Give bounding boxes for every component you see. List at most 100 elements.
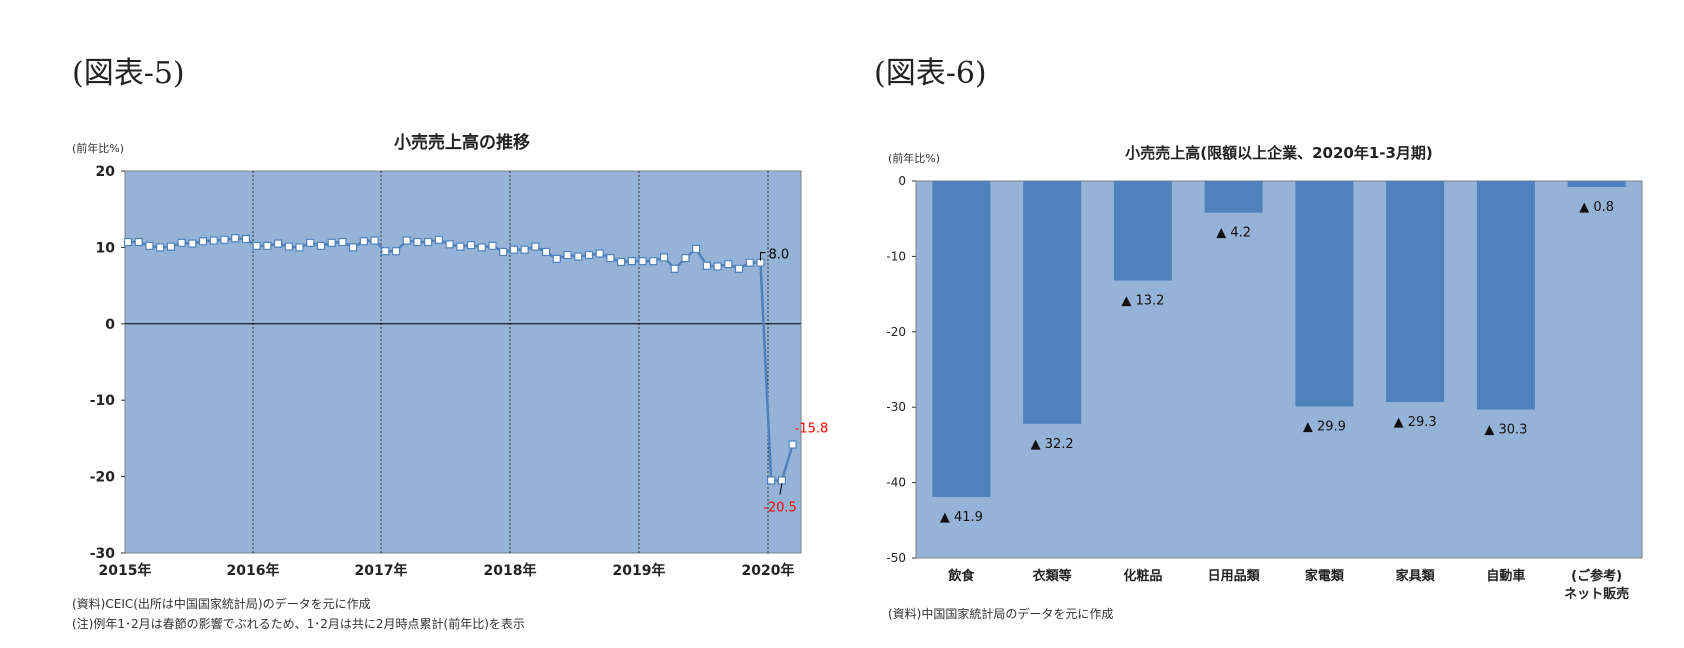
data-point (381, 247, 390, 256)
y-tick-label: -10 (886, 249, 906, 263)
data-label: ▲ 32.2 (1031, 437, 1074, 452)
data-point (220, 235, 229, 244)
data-point (273, 239, 283, 248)
x-tick-label-line: 飲食 (947, 568, 975, 584)
data-label: ▲ 30.3 (1484, 422, 1527, 437)
y-tick-label: 20 (96, 164, 116, 180)
figure-label-5: (図表-5) (72, 56, 185, 91)
data-point (734, 264, 744, 273)
data-point (145, 241, 154, 250)
y-tick-label: 10 (96, 240, 116, 256)
data-point (488, 241, 497, 250)
bar (1476, 181, 1535, 410)
data-point (284, 242, 293, 251)
y-tick-label: -20 (90, 470, 116, 486)
x-tick-label: 2020年 (742, 562, 795, 579)
data-point (359, 237, 368, 246)
source-note: (資料)中国国家統計局のデータを元に作成 (888, 606, 1113, 621)
data-point (338, 237, 347, 247)
y-axis-label: (前年比%) (888, 151, 940, 165)
data-point (123, 237, 133, 247)
data-label: ▲ 41.9 (940, 510, 983, 525)
data-point (295, 243, 304, 252)
bar (1295, 181, 1354, 407)
data-point (627, 257, 636, 266)
data-point (445, 240, 454, 249)
data-point (724, 260, 733, 269)
data-point (188, 239, 197, 248)
data-label: ▲ 29.3 (1394, 415, 1437, 430)
bar (1113, 181, 1172, 281)
data-point (156, 243, 165, 252)
x-tick-label: 自動車 (1486, 568, 1525, 584)
y-tick-label: -10 (90, 393, 116, 409)
data-point (606, 253, 615, 263)
x-tick-label-line: 自動車 (1486, 568, 1525, 584)
annotation-label: -15.8 (795, 422, 829, 437)
data-point (252, 241, 261, 250)
y-tick-label: 0 (898, 174, 906, 188)
y-tick-label: -50 (886, 551, 906, 565)
data-point (209, 236, 218, 245)
y-tick-label: -30 (886, 400, 906, 414)
y-axis-label: (前年比%) (72, 141, 124, 155)
x-tick-label: 2015年 (99, 562, 152, 579)
y-tick-label: -40 (886, 476, 906, 490)
data-point (509, 245, 519, 254)
bar (1567, 181, 1626, 188)
x-tick-label-line: 日用品類 (1208, 569, 1261, 584)
bar (1023, 181, 1082, 424)
data-point (638, 257, 647, 266)
bar-chart: 小売売上高(限額以上企業、2020年1-3月期) (前年比%) 0 -10 -20 -30… (886, 144, 1643, 621)
data-point (306, 238, 315, 247)
data-point (370, 236, 379, 245)
data-point (649, 257, 658, 266)
bar (1204, 181, 1263, 213)
data-label: ▲ 4.2 (1216, 226, 1251, 241)
data-point (263, 241, 272, 250)
plot-area (124, 170, 802, 554)
x-tick-label: 2016年 (227, 562, 280, 579)
data-point (134, 237, 143, 247)
data-point (659, 253, 669, 262)
data-point (692, 244, 701, 254)
data-point (745, 258, 754, 267)
data-point (177, 238, 186, 247)
annotation-label: -20.5 (763, 500, 797, 515)
x-tick-label-line: 家具類 (1396, 568, 1436, 584)
chart-title: 小売売上高の推移 (394, 132, 530, 153)
x-tick-label-line: 衣類等 (1033, 568, 1072, 584)
data-point (424, 237, 433, 247)
data-point (777, 476, 787, 485)
annotation-leader (779, 483, 783, 495)
x-tick-label: 衣類等 (1033, 568, 1072, 584)
data-point (316, 241, 326, 250)
data-label: ▲ 29.9 (1303, 419, 1346, 434)
data-point (166, 242, 175, 251)
data-point (477, 243, 486, 252)
data-point (584, 250, 594, 260)
chart-title: 小売売上高(限額以上企業、2020年1-3月期) (1125, 144, 1433, 162)
data-point (520, 245, 529, 254)
x-tick-label: 化粧品 (1123, 568, 1162, 584)
x-tick-label: 2018年 (484, 562, 537, 579)
data-point (198, 237, 208, 246)
x-tick-label: 日用品類 (1208, 569, 1261, 584)
data-label: ▲ 13.2 (1121, 294, 1164, 309)
data-point (499, 247, 508, 257)
data-point (327, 238, 336, 247)
x-tick-label: 家具類 (1396, 568, 1436, 584)
data-point (413, 237, 422, 247)
data-point (681, 253, 690, 263)
data-point (552, 254, 561, 263)
data-point (541, 247, 551, 257)
data-label: ▲ 0.8 (1579, 200, 1614, 215)
data-point (788, 440, 797, 449)
bar (932, 181, 991, 497)
data-point (231, 234, 240, 243)
x-tick-label-line: 化粧品 (1123, 568, 1162, 584)
data-point (574, 252, 583, 261)
data-point (767, 476, 776, 485)
x-tick-label-line: 家電類 (1305, 568, 1345, 584)
data-point (563, 250, 572, 260)
